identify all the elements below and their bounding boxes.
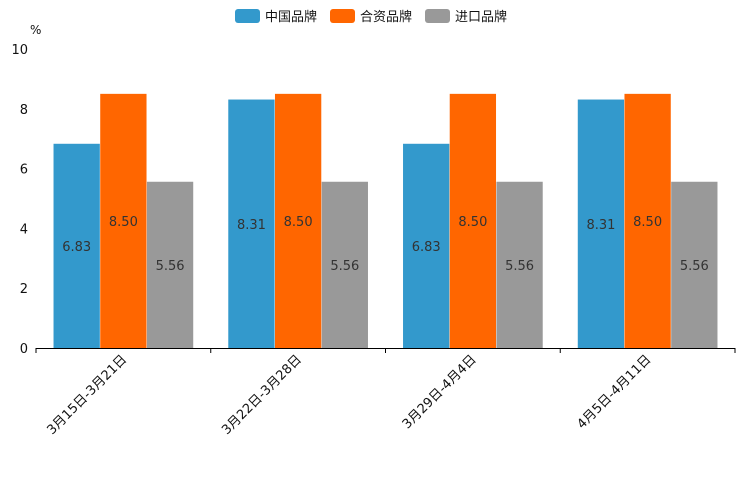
legend-label[interactable]: 中国品牌	[265, 9, 317, 25]
y-tick-label: 10	[11, 43, 28, 58]
bar	[624, 93, 671, 348]
y-axis: 0 2 4 6 8 10	[11, 43, 28, 357]
data-label: 5.56	[505, 259, 534, 274]
data-label: 8.50	[458, 215, 487, 230]
bar	[496, 181, 543, 348]
bars: 6.83 8.50 5.56 8.31 8.50 5.56 6.83 8.50 5.56 8.31…	[53, 93, 718, 348]
data-label: 8.50	[109, 215, 138, 230]
legend: 中国品牌 合资品牌 进口品牌	[235, 9, 507, 25]
x-axis: 3月15日-3月21日 3月22日-3月28日 3月29日-4月4日 4月5日-4月1…	[35, 348, 736, 438]
bar	[53, 143, 100, 348]
bar	[100, 93, 147, 348]
y-tick-label: 4	[20, 222, 28, 237]
bar	[403, 143, 450, 348]
bar	[671, 181, 718, 348]
y-tick-label: 2	[20, 282, 28, 297]
data-label: 8.50	[633, 215, 662, 230]
data-label: 5.56	[330, 259, 359, 274]
y-tick-label: 0	[20, 342, 28, 357]
bar	[146, 181, 194, 348]
y-axis-unit-label: %	[30, 23, 41, 37]
data-label: 8.31	[237, 218, 266, 233]
x-category-label: 3月29日-4月4日	[400, 352, 480, 432]
legend-label[interactable]: 进口品牌	[455, 9, 507, 25]
legend-label[interactable]: 合资品牌	[360, 9, 412, 25]
x-category-label: 3月15日-3月21日	[44, 352, 130, 438]
y-tick-label: 8	[20, 103, 28, 118]
data-label: 8.50	[284, 215, 313, 230]
x-category-label: 3月22日-3月28日	[219, 352, 305, 438]
x-category-label: 4月5日-4月11日	[575, 352, 655, 432]
bar	[449, 93, 497, 348]
legend-swatch[interactable]	[235, 9, 260, 23]
bar	[321, 181, 368, 348]
data-label: 8.31	[586, 218, 615, 233]
legend-swatch[interactable]	[425, 9, 450, 23]
y-tick-label: 6	[20, 163, 28, 178]
data-label: 5.56	[156, 259, 185, 274]
legend-swatch[interactable]	[330, 9, 355, 23]
bar	[274, 93, 322, 348]
data-label: 6.83	[62, 240, 91, 255]
bar	[577, 99, 625, 348]
data-label: 5.56	[680, 259, 709, 274]
data-label: 6.83	[412, 240, 441, 255]
bar	[228, 99, 275, 348]
